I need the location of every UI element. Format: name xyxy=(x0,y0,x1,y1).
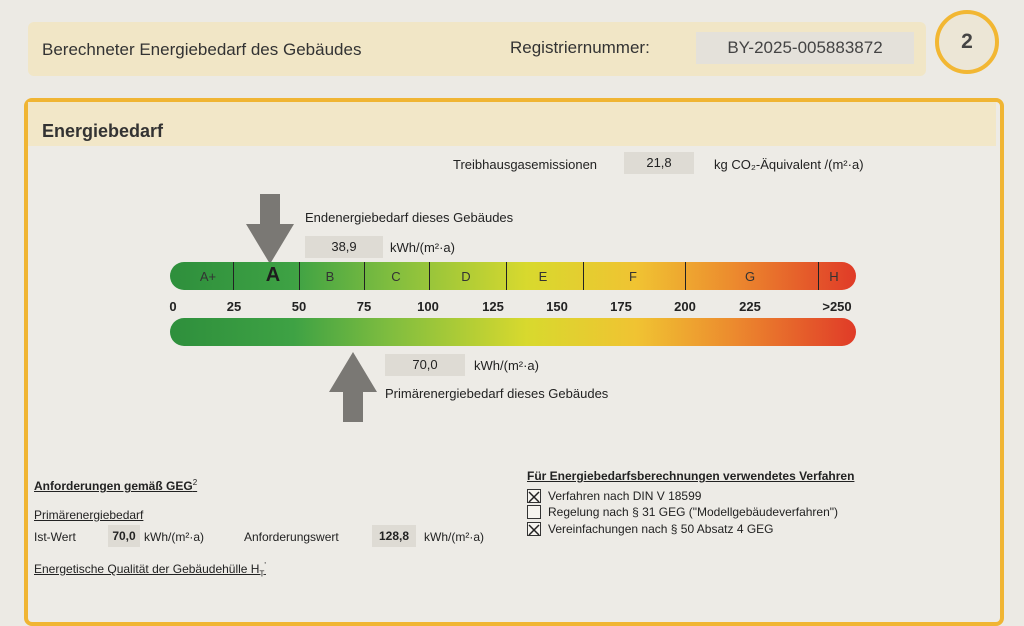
scale-separator xyxy=(299,262,300,290)
requirements-sub-heading: Primärenergiebedarf xyxy=(34,508,144,522)
scale-class-d: D xyxy=(461,269,471,284)
actual-value-unit: kWh/(m²·a) xyxy=(144,530,204,544)
method-checkbox-simplification[interactable] xyxy=(527,522,541,536)
scale-class-e: E xyxy=(538,269,548,284)
method-heading: Für Energiebedarfsberechnungen verwendet… xyxy=(527,469,855,483)
method-option-simplification: Vereinfachungen nach § 50 Absatz 4 GEG xyxy=(548,522,774,536)
scale-separator xyxy=(818,262,819,290)
page-number-badge: 2 xyxy=(935,10,999,74)
scale-separator xyxy=(233,262,234,290)
emissions-label: Treibhausgasemissionen xyxy=(453,157,598,172)
scale-class-b: B xyxy=(325,269,335,284)
scale-tick-label: 225 xyxy=(739,299,761,314)
final-energy-arrow-icon xyxy=(246,194,294,264)
required-value: 128,8 xyxy=(372,525,416,547)
emissions-unit: kg CO₂-Äquivalent /(m²·a) xyxy=(714,157,864,172)
method-checkbox-din[interactable] xyxy=(527,489,541,503)
scale-tick-label: 175 xyxy=(610,299,632,314)
energy-demand-header: Energiebedarf xyxy=(28,102,996,146)
scale-tick-label: 150 xyxy=(546,299,568,314)
energy-demand-panel xyxy=(24,98,1004,626)
final-energy-label: Endenergiebedarf dieses Gebäudes xyxy=(305,210,514,225)
required-value-label: Anforderungswert xyxy=(244,530,339,544)
scale-class-a-plus: A+ xyxy=(199,269,217,284)
scale-tick-label: 50 xyxy=(291,299,307,314)
scale-class-g: G xyxy=(744,269,756,284)
scale-class-a: A xyxy=(265,264,281,286)
requirements-heading: Anforderungen gemäß GEG2 xyxy=(34,478,198,493)
registration-number: BY-2025-005883872 xyxy=(696,32,914,64)
scale-separator xyxy=(364,262,365,290)
primary-energy-value: 70,0 xyxy=(385,354,465,376)
final-energy-value: 38,9 xyxy=(305,236,383,258)
primary-energy-arrow-icon xyxy=(329,352,377,422)
check-cross-icon xyxy=(528,491,540,503)
scale-class-c: C xyxy=(391,269,401,284)
scale-tick-label: 200 xyxy=(674,299,696,314)
method-option-din: Verfahren nach DIN V 18599 xyxy=(548,489,702,503)
actual-value: 70,0 xyxy=(108,525,140,547)
method-option-model: Regelung nach § 31 GEG ("Modellgebäudeve… xyxy=(548,505,839,519)
scale-class-h: H xyxy=(829,269,839,284)
check-cross-icon xyxy=(528,524,540,536)
registration-label: Registriernummer: xyxy=(510,38,650,57)
scale-tick-label: 0 xyxy=(169,299,177,314)
scale-tick-label: 125 xyxy=(482,299,504,314)
scale-separator xyxy=(429,262,430,290)
method-checkbox-model[interactable] xyxy=(527,505,541,519)
section-title: Energiebedarf xyxy=(42,121,164,141)
envelope-quality-label: Energetische Qualität der Gebäudehülle H… xyxy=(34,561,266,579)
primary-energy-label: Primärenergiebedarf dieses Gebäudes xyxy=(385,386,609,401)
scale-tick-label: 100 xyxy=(417,299,439,314)
scale-class-f: F xyxy=(629,269,637,284)
scale-tick-label: 75 xyxy=(356,299,372,314)
page-title: Berechneter Energiebedarf des Gebäudes xyxy=(42,40,362,59)
scale-tick-label: 25 xyxy=(226,299,242,314)
scale-separator xyxy=(506,262,507,290)
required-value-unit: kWh/(m²·a) xyxy=(424,530,484,544)
scale-separator xyxy=(685,262,686,290)
primary-energy-unit: kWh/(m²·a) xyxy=(474,358,539,373)
final-energy-unit: kWh/(m²·a) xyxy=(390,240,455,255)
scale-tick-label: >250 xyxy=(822,299,852,314)
scale-separator xyxy=(583,262,584,290)
actual-value-label: Ist-Wert xyxy=(34,530,76,544)
efficiency-scale-primary xyxy=(170,318,856,346)
page-header: Berechneter Energiebedarf des Gebäudes R… xyxy=(28,22,926,76)
emissions-value: 21,8 xyxy=(624,152,694,174)
efficiency-scale-classes xyxy=(170,262,856,290)
